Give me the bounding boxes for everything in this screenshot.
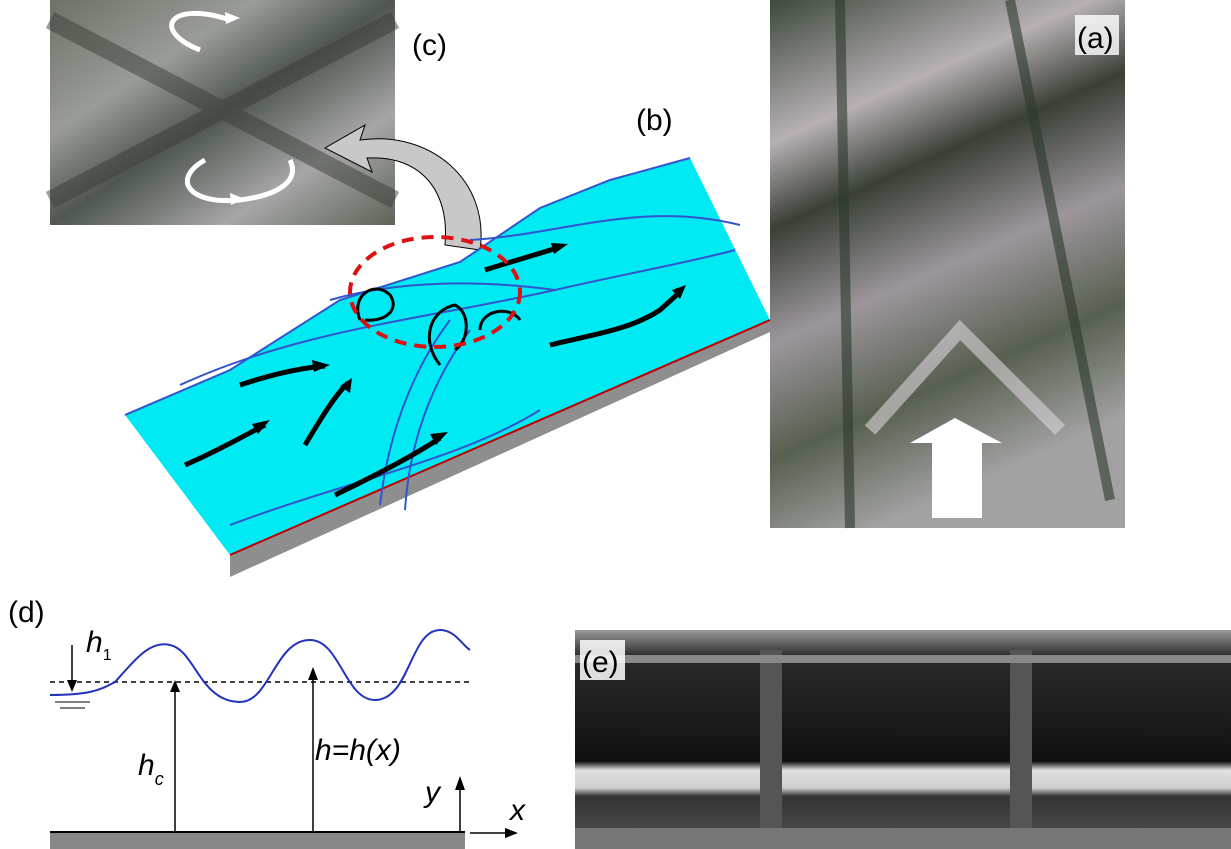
photo-a — [770, 0, 1125, 528]
figure: (c) (b) (a) (d) h1 hc h=h(x) y x — [0, 0, 1231, 849]
label-text: h — [86, 626, 103, 659]
panel-label: (c) — [412, 29, 447, 62]
label-text: h — [138, 749, 155, 782]
hc-label: hc — [138, 749, 164, 789]
label-text: 1 — [103, 647, 112, 664]
photo-e — [575, 630, 1231, 849]
x-axis-label: x — [508, 794, 526, 827]
sketch-d — [50, 630, 518, 849]
y-axis-label: y — [423, 776, 442, 809]
label-text: c — [155, 769, 164, 789]
panel-label: (e) — [582, 646, 619, 679]
photo-c — [50, 0, 395, 225]
panel-label: (d) — [8, 596, 45, 629]
panel-label: (a) — [1077, 22, 1114, 55]
panel-label: (b) — [636, 104, 673, 137]
h1-label: h1 — [86, 626, 112, 664]
profile-label: h=h(x) — [315, 734, 401, 767]
